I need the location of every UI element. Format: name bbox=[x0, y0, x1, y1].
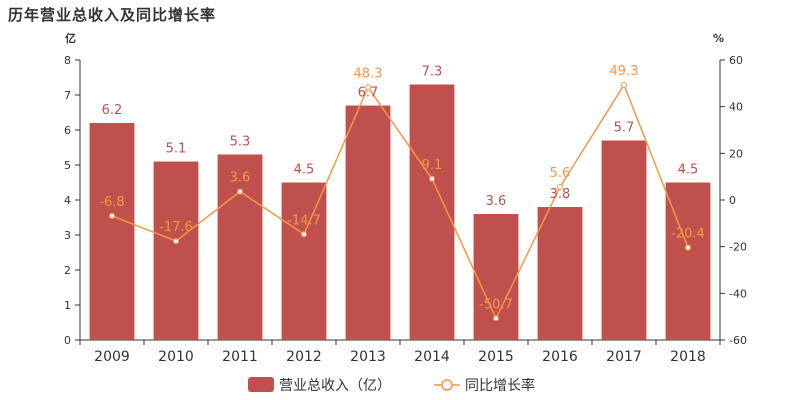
y-right-tick-label: -40 bbox=[729, 287, 747, 300]
bar bbox=[601, 140, 647, 340]
x-tick-label: 2014 bbox=[414, 349, 450, 365]
y-right-tick-label: 40 bbox=[729, 101, 743, 114]
bar bbox=[345, 105, 391, 340]
growth-value-label: 48.3 bbox=[354, 66, 383, 81]
y-left-tick-label: 3 bbox=[64, 229, 71, 242]
bar-value-label: 3.6 bbox=[486, 194, 507, 209]
growth-value-label: -20.4 bbox=[671, 227, 705, 242]
bar-value-label: 4.5 bbox=[678, 163, 699, 178]
y-left-tick-label: 8 bbox=[64, 54, 71, 67]
y-left-unit: 亿 bbox=[65, 31, 76, 45]
legend-bar-label: 营业总收入（亿） bbox=[279, 378, 391, 394]
y-left-tick-label: 5 bbox=[64, 159, 71, 172]
y-left-tick-label: 1 bbox=[64, 299, 71, 312]
bar bbox=[153, 161, 199, 340]
growth-line bbox=[109, 81, 691, 322]
legend-line-marker bbox=[441, 379, 453, 391]
growth-value-label: -6.8 bbox=[99, 195, 124, 210]
x-tick-label: 2018 bbox=[670, 349, 706, 365]
chart-title: 历年营业总收入及同比增长率 bbox=[8, 6, 217, 24]
legend: 营业总收入（亿） 同比增长率 bbox=[248, 377, 535, 394]
growth-value-label: 49.3 bbox=[610, 64, 639, 79]
x-tick-label: 2015 bbox=[478, 349, 514, 365]
bar-value-label: 6.2 bbox=[102, 103, 123, 118]
bar-value-label: 3.8 bbox=[550, 187, 571, 202]
growth-value-label: 5.6 bbox=[550, 166, 571, 181]
bar-value-label: 5.3 bbox=[230, 135, 251, 150]
y-right-tick-label: -20 bbox=[729, 241, 747, 254]
growth-line-path bbox=[111, 83, 689, 321]
y-left-tick-label: 6 bbox=[64, 124, 71, 137]
data-labels: 6.2 5.1 5.3 4.5 6.7 7.3 3.6 3.8 5.7 4.5 -6.8 -17.6 3… bbox=[99, 64, 705, 312]
bar-value-label: 7.3 bbox=[422, 65, 443, 80]
x-tick-label: 2017 bbox=[606, 349, 642, 365]
growth-point bbox=[621, 81, 627, 88]
growth-point bbox=[173, 238, 179, 245]
bar-value-label: 6.7 bbox=[358, 86, 379, 101]
bar-value-label: 5.1 bbox=[166, 142, 187, 157]
y-left-tick-label: 2 bbox=[64, 264, 71, 277]
x-tick-label: 2013 bbox=[350, 349, 386, 365]
x-tick-label: 2011 bbox=[222, 349, 258, 365]
y-right-tick-label: 60 bbox=[729, 54, 743, 67]
growth-point bbox=[493, 315, 499, 322]
y-left-tick-label: 4 bbox=[64, 194, 71, 207]
y-left-tick-label: 7 bbox=[64, 89, 71, 102]
growth-point bbox=[685, 244, 691, 251]
x-tick-label: 2012 bbox=[286, 349, 322, 365]
legend-line-label: 同比增长率 bbox=[465, 377, 535, 394]
legend-bar-swatch bbox=[248, 377, 274, 392]
y-left-tick-label: 0 bbox=[64, 334, 71, 347]
growth-point bbox=[557, 183, 563, 190]
growth-point bbox=[109, 212, 115, 219]
x-tick-label: 2009 bbox=[94, 349, 130, 365]
growth-value-label: -50.7 bbox=[479, 297, 513, 312]
bars bbox=[89, 84, 711, 340]
bar-value-label: 5.7 bbox=[614, 121, 635, 136]
growth-value-label: 3.6 bbox=[230, 171, 251, 186]
growth-value-label: -17.6 bbox=[159, 220, 193, 235]
growth-value-label: 9.1 bbox=[422, 158, 443, 173]
bar bbox=[281, 182, 327, 340]
growth-point bbox=[429, 175, 435, 182]
y-right-unit: % bbox=[713, 32, 724, 45]
growth-point bbox=[237, 188, 243, 195]
bar bbox=[89, 123, 135, 340]
growth-point bbox=[365, 84, 371, 91]
y-right-tick-label: -60 bbox=[729, 334, 747, 347]
y-right-tick-label: 0 bbox=[729, 194, 736, 207]
x-tick-label: 2016 bbox=[542, 349, 578, 365]
y-right-tick-label: 20 bbox=[729, 147, 743, 160]
growth-point bbox=[301, 231, 307, 238]
bar bbox=[217, 154, 263, 340]
bar bbox=[537, 207, 583, 340]
x-tick-label: 2010 bbox=[158, 349, 194, 365]
growth-value-label: -14.7 bbox=[287, 213, 321, 228]
bar-value-label: 4.5 bbox=[294, 163, 315, 178]
